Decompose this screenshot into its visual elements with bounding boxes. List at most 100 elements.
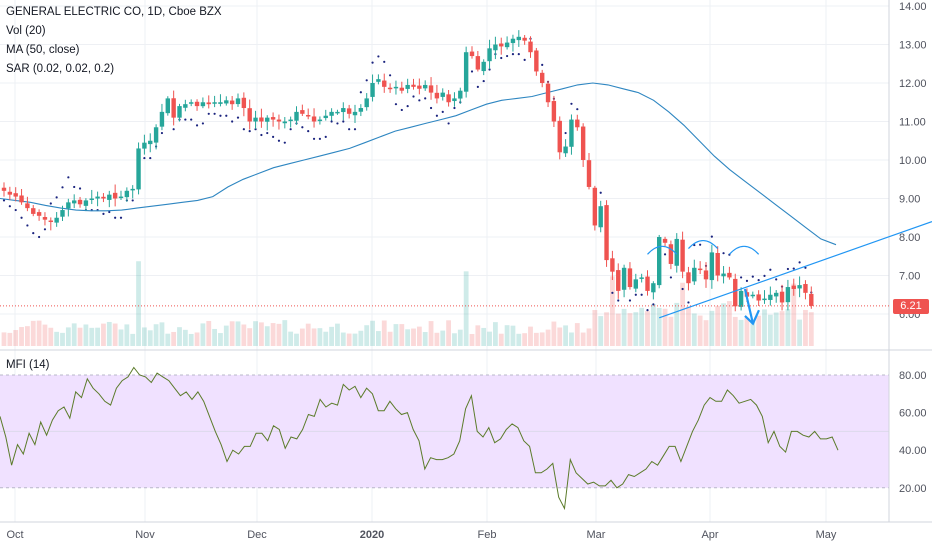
- volume-bar: [493, 322, 498, 346]
- candle-body: [680, 239, 685, 272]
- candle-body: [265, 117, 270, 122]
- volume-bar: [452, 333, 457, 346]
- volume-bar: [650, 303, 656, 346]
- sar-dot: [482, 79, 485, 83]
- legend-symbol: GENERAL ELECTRIC CO, 1D, Cboe BZX: [6, 6, 222, 18]
- volume-bar: [645, 311, 650, 346]
- candle-body: [194, 101, 200, 107]
- volume-bar: [340, 332, 346, 346]
- candle-body: [768, 294, 773, 300]
- candle-body: [288, 119, 293, 122]
- volume-bar: [282, 320, 288, 346]
- candles: [1, 30, 814, 312]
- candle-body: [475, 56, 481, 70]
- time-tick-label: Dec: [247, 529, 267, 541]
- mfi-pane: [0, 349, 932, 511]
- price-tick-label: 9.00: [899, 194, 920, 206]
- sar-dot: [511, 53, 515, 56]
- candle-body: [657, 237, 662, 286]
- candle-body: [60, 210, 65, 217]
- sar-dot: [277, 139, 281, 142]
- candle-body: [101, 196, 106, 199]
- candle-body: [580, 126, 586, 160]
- volume-bar: [1, 332, 7, 346]
- volume-bar: [212, 328, 217, 346]
- volume-bar: [182, 329, 188, 346]
- candle-body: [446, 94, 451, 103]
- volume-bar: [551, 321, 557, 346]
- candle-body: [598, 206, 603, 228]
- volume-bar: [744, 317, 750, 346]
- sar-dot: [38, 235, 41, 239]
- sar-dot: [506, 54, 509, 58]
- volume-bar: [101, 323, 106, 346]
- candle-body: [405, 84, 410, 89]
- volume-bar: [206, 320, 212, 346]
- volume-bar: [188, 333, 194, 346]
- sar-dot: [236, 116, 240, 119]
- candle-body: [423, 84, 428, 89]
- volume-bar: [808, 312, 814, 346]
- candle-body: [72, 200, 77, 204]
- volume-bar: [481, 327, 487, 346]
- candle-body: [124, 190, 130, 198]
- arc-drawing: [647, 245, 678, 255]
- candle-body: [528, 41, 533, 53]
- sar-dot: [2, 199, 6, 202]
- sar-dot: [119, 216, 123, 219]
- sar-dot: [476, 85, 479, 88]
- volume-bar: [604, 312, 609, 346]
- candle-body: [148, 140, 153, 145]
- ma-line: [0, 82, 837, 246]
- sar-dot: [418, 99, 421, 102]
- sar-dot: [429, 106, 433, 110]
- candle-body: [229, 100, 235, 105]
- candle-body: [136, 148, 141, 190]
- mfi-tick-label: 40.00: [899, 445, 927, 457]
- volume-bar: [422, 332, 428, 346]
- candle-body: [1, 187, 7, 191]
- sar-dot: [283, 141, 286, 144]
- price-tick-label: 12.00: [899, 78, 927, 90]
- sar-dot: [669, 276, 673, 279]
- volume-bar: [656, 307, 662, 346]
- candle-body: [206, 102, 211, 105]
- sar-dot: [751, 275, 754, 278]
- mfi-tick-label: 60.00: [899, 408, 927, 420]
- candle-body: [428, 85, 434, 93]
- candle-body: [165, 98, 170, 114]
- sar-dot: [687, 301, 690, 304]
- candle-body: [346, 108, 352, 114]
- volume-bar: [428, 321, 434, 346]
- legend-ma: MA (50, close): [6, 44, 80, 56]
- sar-dot: [55, 196, 58, 199]
- candle-body: [282, 121, 287, 124]
- sar-dot: [289, 128, 292, 131]
- volume-bar: [136, 261, 141, 346]
- candle-body: [563, 146, 568, 154]
- sar-dot: [307, 130, 310, 133]
- candle-body: [756, 294, 761, 301]
- volume-bar: [153, 324, 159, 346]
- candle-body: [54, 217, 59, 223]
- candle-body: [95, 196, 100, 199]
- candle-body: [434, 92, 440, 99]
- sar-dot: [652, 303, 655, 306]
- sar-dot: [219, 114, 222, 117]
- candle-body: [387, 87, 393, 90]
- sar-dot: [447, 122, 450, 125]
- sar-dot: [20, 216, 23, 219]
- sar-dot: [745, 279, 749, 282]
- candle-body: [66, 202, 71, 209]
- candle-body: [463, 52, 469, 92]
- candle-body: [306, 115, 311, 117]
- volume-bar: [54, 331, 60, 346]
- volume-bar: [434, 332, 440, 346]
- sar-dot: [611, 291, 614, 294]
- time-tick-label: Oct: [6, 529, 23, 541]
- sar-dot: [254, 128, 257, 131]
- candle-body: [686, 272, 691, 284]
- volume-bar: [165, 333, 171, 346]
